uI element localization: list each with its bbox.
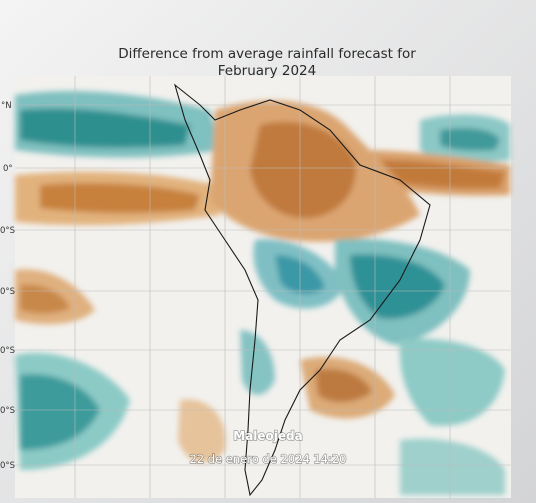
watermark-author: Maleojeda [233, 429, 302, 443]
latitude-labels: °N 0° 0°S 0°S 0°S 0°S 0°S [0, 101, 15, 471]
latitude-label: 0° [3, 164, 13, 174]
map [15, 76, 511, 498]
latitude-label: 0°S [0, 287, 15, 297]
title-line: Difference from average rainfall forecas… [118, 46, 416, 62]
latitude-label: 0°S [0, 461, 15, 471]
title: Difference from average rainfall forecas… [118, 46, 416, 79]
coastline [173, 83, 431, 497]
latitude-label: 0°S [0, 346, 15, 356]
graticule [15, 76, 511, 498]
anomaly-shading [15, 90, 510, 495]
watermark: Maleojeda 22 de enero de 2024 14:20 [189, 428, 348, 467]
title-line: February 2024 [218, 63, 316, 79]
watermark-timestamp: 22 de enero de 2024 14:20 [189, 452, 346, 466]
latitude-label: 0°S [0, 406, 15, 416]
latitude-label: °N [1, 101, 12, 111]
latitude-label: 0°S [0, 226, 15, 236]
